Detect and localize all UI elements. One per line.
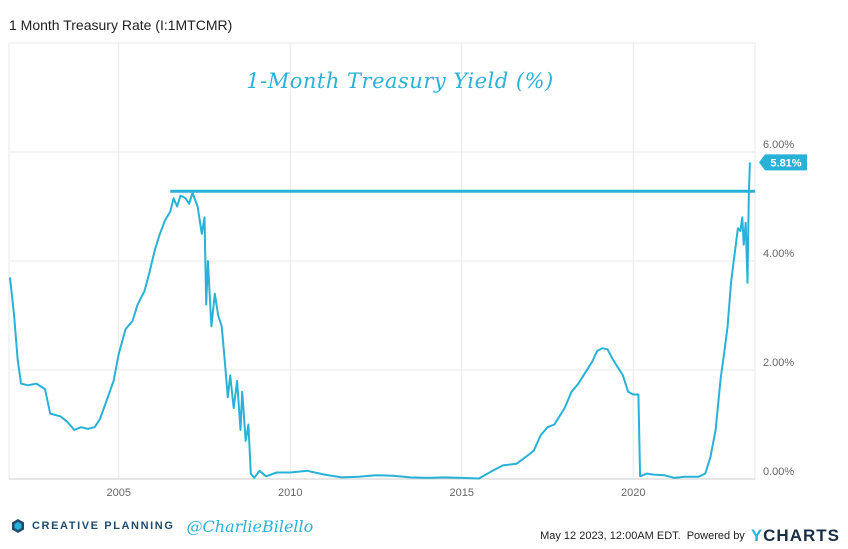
chart-header-title: 1 Month Treasury Rate (I:1MTCMR) bbox=[9, 17, 233, 33]
x-tick-label: 2020 bbox=[621, 487, 645, 499]
creative-planning-logo-icon bbox=[12, 519, 24, 533]
x-tick-label: 2005 bbox=[107, 487, 131, 499]
data-timestamp: May 12 2023, 12:00AM EDT. bbox=[540, 530, 681, 542]
grid bbox=[8, 42, 756, 480]
series-group bbox=[9, 162, 751, 480]
y-tick-label: 4.00% bbox=[763, 248, 794, 260]
last-value-badge bbox=[759, 154, 807, 171]
chart-title: 1-Month Treasury Yield (%) bbox=[246, 69, 553, 93]
ycharts-logo-rest: CHARTS bbox=[763, 526, 840, 545]
author-handle: @CharlieBilello bbox=[186, 516, 314, 536]
footer-branding: CREATIVE PLANNING @CharlieBilello bbox=[10, 515, 313, 537]
ycharts-logo-y: Y bbox=[750, 526, 764, 545]
x-tick-label: 2015 bbox=[450, 487, 474, 499]
footer-source: May 12 2023, 12:00AM EDT. Powered by YCH… bbox=[540, 526, 840, 546]
x-tick-label: 2010 bbox=[278, 487, 302, 499]
y-tick-label: 2.00% bbox=[763, 357, 794, 369]
powered-by-label: Powered by bbox=[686, 530, 745, 542]
y-tick-label: 6.00% bbox=[763, 139, 794, 151]
last-value-group: 5.81% bbox=[759, 154, 807, 171]
series-line bbox=[9, 162, 751, 480]
last-value-label: 5.81% bbox=[770, 157, 801, 169]
y-tick-label: 0.00% bbox=[763, 466, 794, 478]
brand-name: CREATIVE PLANNING bbox=[32, 520, 175, 532]
ycharts-logo: YCHARTS bbox=[751, 526, 840, 546]
axis-ticks: 0.00% 2.00% 4.00% 6.00% 2005 2010 2015 2020 bbox=[107, 139, 795, 499]
